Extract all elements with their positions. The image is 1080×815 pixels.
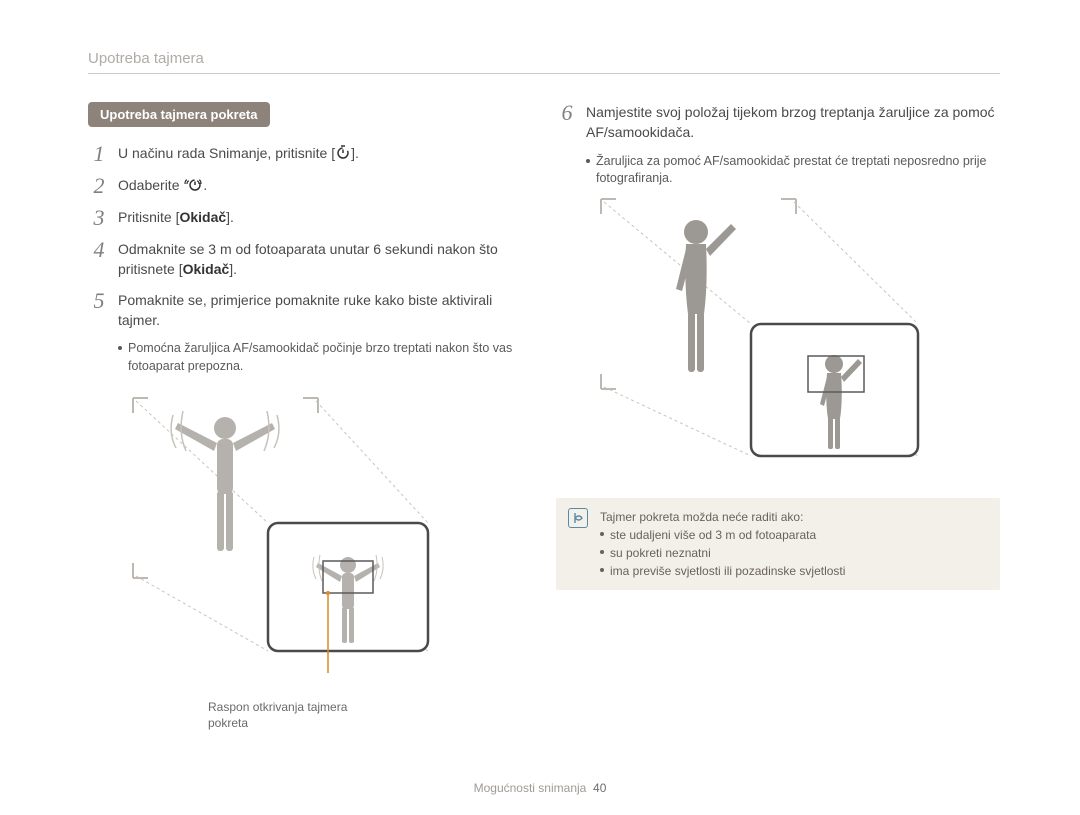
note-title: Tajmer pokreta možda neće raditi ako: <box>600 508 845 526</box>
footer-label: Mogućnosti snimanja <box>474 781 587 795</box>
step-text: Odaberite <box>118 177 183 193</box>
note-icon <box>568 508 588 528</box>
step-text: ]. <box>351 145 359 161</box>
step-text: Odmaknite se 3 m od fotoaparata unutar 6… <box>118 241 498 277</box>
step-number: 3 <box>88 207 110 229</box>
step-number: 2 <box>88 175 110 197</box>
step-5: 5 Pomaknite se, primjerice pomaknite ruk… <box>88 290 532 331</box>
step-6-note: Žaruljica za pomoć AF/samookidač prestat… <box>586 153 1000 188</box>
section-chip: Upotreba tajmera pokreta <box>88 102 270 127</box>
step-text: ]. <box>226 209 234 225</box>
page-header: Upotreba tajmera <box>88 50 1000 74</box>
left-figure <box>128 393 532 693</box>
bullet-icon <box>118 346 122 350</box>
page-footer: Mogućnosti snimanja 40 <box>0 781 1080 795</box>
step-1: 1 U načinu rada Snimanje, pritisnite []. <box>88 143 532 165</box>
step-4: 4 Odmaknite se 3 m od fotoaparata unutar… <box>88 239 532 280</box>
left-column: Upotreba tajmera pokreta 1 U načinu rada… <box>88 102 532 732</box>
step-text: Namjestite svoj položaj tijekom brzog tr… <box>586 104 995 140</box>
step-number: 6 <box>556 102 578 124</box>
note-box: Tajmer pokreta možda neće raditi ako: st… <box>556 498 1000 590</box>
left-figure-caption: Raspon otkrivanja tajmera pokreta <box>208 699 378 731</box>
step-text: Pomaknite se, primjerice pomaknite ruke … <box>118 292 492 328</box>
note-item: su pokreti neznatni <box>610 544 711 562</box>
bullet-icon <box>600 550 604 554</box>
timer-icon <box>335 144 351 165</box>
bullet-icon <box>600 568 604 572</box>
step-text: ]. <box>229 261 237 277</box>
bullet-icon <box>586 159 590 163</box>
right-column: 6 Namjestite svoj položaj tijekom brzog … <box>556 102 1000 732</box>
step-number: 1 <box>88 143 110 165</box>
step-text: Pritisnite [ <box>118 209 179 225</box>
page-number: 40 <box>593 781 606 795</box>
sub-bullet-text: Žaruljica za pomoć AF/samookidač prestat… <box>596 153 1000 188</box>
right-figure <box>596 194 1000 484</box>
note-item: ima previše svjetlosti ili pozadinske sv… <box>610 562 845 580</box>
step-text: . <box>203 177 207 193</box>
step-number: 4 <box>88 239 110 261</box>
step-text: U načinu rada Snimanje, pritisnite [ <box>118 145 335 161</box>
step-3: 3 Pritisnite [Okidač]. <box>88 207 532 229</box>
motion-timer-icon <box>183 176 203 197</box>
step-number: 5 <box>88 290 110 312</box>
step-6: 6 Namjestite svoj položaj tijekom brzog … <box>556 102 1000 143</box>
step-2: 2 Odaberite . <box>88 175 532 197</box>
bullet-icon <box>600 532 604 536</box>
step-text-bold: Okidač <box>179 209 226 225</box>
step-5-note: Pomoćna žaruljica AF/samookidač počinje … <box>118 340 532 375</box>
step-text-bold: Okidač <box>183 261 230 277</box>
note-item: ste udaljeni više od 3 m od fotoaparata <box>610 526 816 544</box>
sub-bullet-text: Pomoćna žaruljica AF/samookidač počinje … <box>128 340 532 375</box>
